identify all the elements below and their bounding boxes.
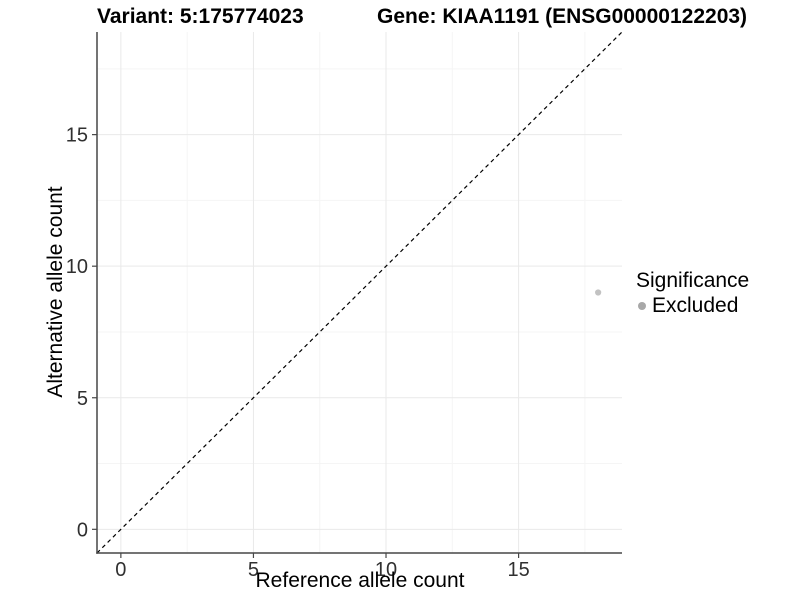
x-tick-label: 15	[507, 559, 529, 581]
x-tick-label: 0	[115, 559, 126, 581]
identity-reference-line	[96, 31, 623, 554]
y-tick-label: 15	[66, 125, 88, 147]
legend: Significance Excluded	[636, 269, 749, 318]
y-tick-label: 5	[77, 388, 88, 410]
legend-title: Significance	[636, 269, 750, 292]
x-tick-label: 10	[375, 559, 397, 581]
x-axis-title: Reference allele count	[255, 569, 465, 592]
legend-item-excluded: Excluded	[636, 294, 749, 318]
y-tick-label: 0	[77, 519, 88, 541]
legend-item-label: Excluded	[652, 294, 739, 317]
y-tick-label: 10	[66, 256, 88, 278]
y-axis-title: Alternative allele count	[44, 186, 67, 398]
data-point-excluded	[595, 289, 602, 296]
gene-title: Gene: KIAA1191 (ENSG00000122203)	[377, 5, 748, 28]
legend-key-circle-icon	[638, 302, 646, 310]
x-tick-label: 5	[248, 559, 259, 581]
variant-title: Variant: 5:175774023	[97, 5, 304, 28]
